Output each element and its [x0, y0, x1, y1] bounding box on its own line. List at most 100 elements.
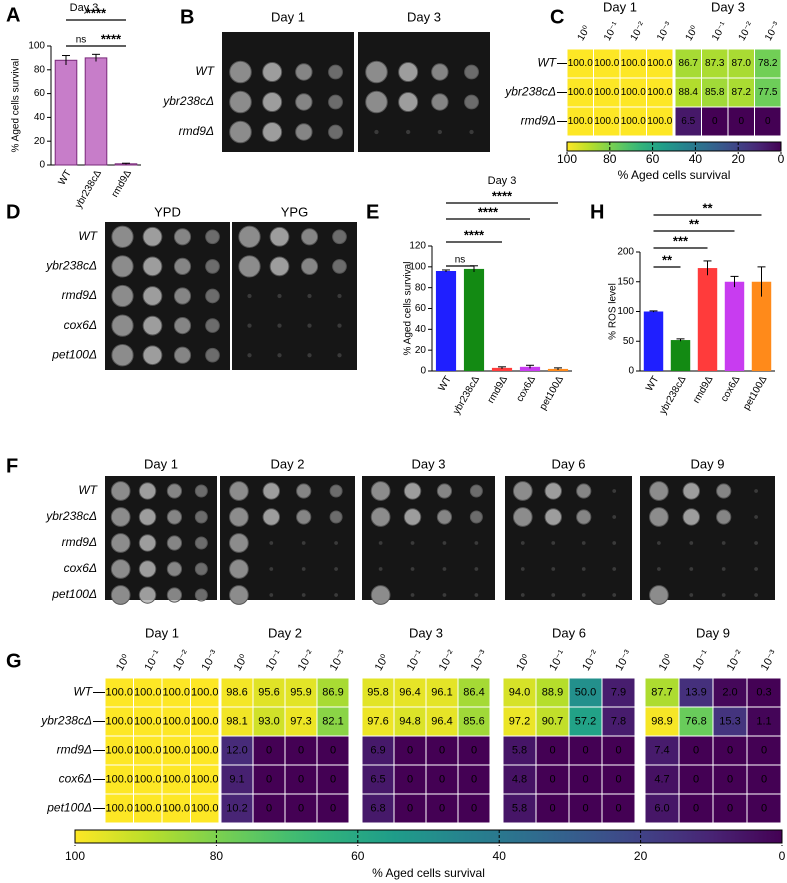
spot — [262, 91, 283, 113]
cell-label: 0 — [761, 744, 767, 756]
spot — [612, 593, 617, 597]
spot — [754, 489, 758, 493]
heatmap-cell — [316, 764, 350, 795]
heatmap-cell — [701, 106, 729, 137]
spot — [262, 121, 283, 143]
colorbar-tick-label: 40 — [493, 849, 507, 863]
bar — [697, 268, 718, 371]
spot — [138, 534, 157, 552]
spot — [229, 585, 249, 605]
spot — [469, 129, 474, 135]
spot — [229, 559, 249, 579]
panel-label: D — [6, 201, 20, 223]
heatmap-cell — [190, 735, 220, 766]
colorbar-tick-label: 0 — [779, 849, 786, 863]
heatmap-cell — [252, 793, 286, 824]
cell-label: 100.0 — [568, 116, 593, 127]
spot — [512, 507, 533, 527]
heatmap-cell — [712, 764, 748, 795]
spot — [229, 533, 249, 553]
heatmap-cell — [678, 706, 714, 737]
spot — [194, 536, 208, 550]
y-axis-label: % Aged cells survival — [403, 262, 414, 356]
cell-label: 87.7 — [651, 686, 672, 698]
y-tick-label: 150 — [617, 276, 634, 287]
spot — [328, 64, 343, 80]
cell-label: 0 — [407, 744, 413, 756]
heatmap-cell — [393, 706, 427, 737]
dilution-label: 10⁰ — [514, 652, 533, 673]
spot — [301, 593, 306, 597]
spot — [337, 323, 342, 328]
spot — [716, 509, 732, 525]
spot — [469, 510, 483, 524]
heatmap-cell — [601, 793, 636, 824]
cell-label: 100.0 — [647, 116, 672, 127]
heatmap-cell — [457, 706, 491, 737]
colorbar — [566, 141, 782, 152]
spot — [398, 61, 419, 83]
cell-label: 0 — [407, 773, 413, 785]
heatmap-cell — [220, 735, 254, 766]
dilution-label: 10⁻² — [737, 20, 757, 43]
heatmap-cell — [568, 764, 603, 795]
spot — [337, 293, 342, 299]
cell-label: 4.8 — [512, 773, 527, 785]
spot — [406, 129, 411, 135]
cell-label: 0 — [298, 773, 304, 785]
dilution-label: 10⁻³ — [759, 648, 780, 673]
cell-label: 6.5 — [370, 773, 385, 785]
cell-label: 93.0 — [258, 715, 279, 727]
spot — [442, 593, 447, 597]
spot — [277, 293, 282, 299]
spot — [436, 509, 453, 525]
dilution-label: 10⁻² — [296, 648, 317, 673]
spot — [378, 567, 383, 571]
y-tick-label: 20 — [34, 136, 46, 147]
heatmap-cell — [361, 735, 395, 766]
cell-label: 6.9 — [370, 744, 385, 756]
x-tick-label: WT — [57, 168, 74, 187]
dilution-label: 10⁻¹ — [602, 20, 622, 43]
spot — [138, 508, 157, 526]
spot — [166, 483, 183, 499]
spot — [307, 293, 312, 299]
spot — [431, 63, 449, 81]
spot — [682, 482, 701, 500]
spot — [378, 541, 383, 545]
x-tick-label: WT — [644, 374, 661, 393]
cell-label: 0 — [439, 773, 445, 785]
heatmap-cell — [678, 677, 714, 708]
heatmap-cell — [746, 793, 782, 824]
cell-label: 86.4 — [463, 686, 484, 698]
heatmap-cell — [619, 48, 647, 79]
cell-label: 0 — [761, 773, 767, 785]
heatmap-cell — [252, 706, 286, 737]
bar — [643, 311, 664, 371]
spot — [173, 346, 192, 364]
dilution-label: 10⁻³ — [469, 648, 490, 673]
cell-label: 95.9 — [290, 686, 311, 698]
spot — [437, 129, 442, 135]
heatmap-cell — [678, 764, 714, 795]
colorbar-tick-label: 20 — [732, 152, 746, 166]
cell-label: 100.0 — [594, 58, 619, 69]
cell-label: 98.6 — [226, 686, 247, 698]
dilution-label: 10⁰ — [232, 652, 251, 673]
heatmap-cell — [316, 793, 350, 824]
spot — [682, 508, 701, 526]
panel-label: H — [590, 201, 604, 223]
heatmap-cell — [646, 106, 674, 137]
cell-label: 85.8 — [705, 87, 725, 98]
cell-label: 100.0 — [134, 802, 162, 814]
y-tick-label: 0 — [39, 160, 45, 171]
dilution-label: 10⁻² — [171, 648, 192, 673]
spot — [296, 509, 312, 525]
cell-label: 100.0 — [105, 715, 133, 727]
spot — [173, 317, 192, 335]
spot — [166, 561, 183, 577]
spot — [110, 533, 131, 553]
row-label: ybr238cΔ — [504, 85, 556, 99]
heatmap-cell — [161, 735, 191, 766]
heatmap-cell — [568, 793, 603, 824]
